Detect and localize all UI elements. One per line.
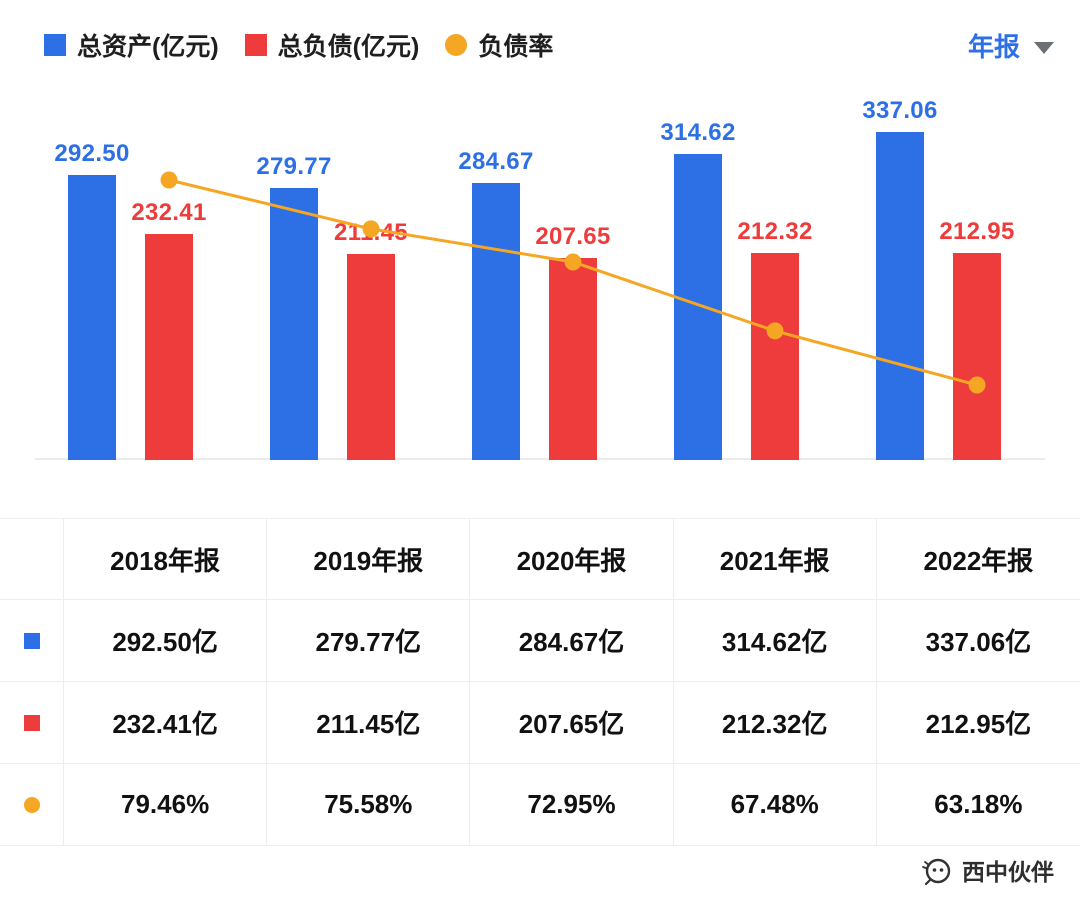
table-cell: 63.18% — [876, 764, 1080, 846]
assets-bar-value: 279.77 — [256, 153, 332, 180]
legend-total-liabilities-label: 总负债(亿元) — [277, 33, 420, 61]
legend-total-assets[interactable]: 总资产(亿元) — [44, 27, 219, 63]
legend-debt-ratio-label: 负债率 — [478, 33, 554, 61]
table-cell: 212.95亿 — [876, 682, 1080, 764]
period-selector-label: 年报 — [967, 32, 1020, 62]
table-header-cell: 2019年报 — [267, 518, 471, 600]
data-table: 2018年报 2019年报 2020年报 2021年报 2022年报 292.50亿 279… — [0, 518, 1080, 846]
table-cell: 72.95% — [470, 764, 674, 846]
orange-circle-icon — [23, 796, 40, 813]
table-header-cell: 2018年报 — [64, 518, 268, 600]
table-cell: 284.67亿 — [470, 600, 674, 682]
assets-bar-value: 337.06 — [862, 97, 938, 124]
table-cell: 314.62亿 — [673, 600, 877, 682]
assets-bar[interactable] — [674, 154, 722, 460]
assets-bar-value: 292.50 — [54, 140, 130, 167]
legend-total-assets-label: 总资产(亿元) — [77, 33, 219, 61]
period-selector[interactable]: 年报 — [968, 27, 1054, 64]
table-cell: 211.45亿 — [267, 682, 471, 764]
table-row-icon-cell — [0, 764, 64, 846]
table-cell: 292.50亿 — [64, 600, 268, 682]
watermark-logo — [922, 858, 951, 886]
table-corner-cell — [0, 518, 64, 600]
legend-total-liabilities[interactable]: 总负债(亿元) — [244, 27, 420, 63]
assets-bar-value: 284.67 — [458, 148, 534, 175]
red-square-icon — [23, 714, 40, 731]
assets-bar[interactable] — [876, 132, 924, 460]
x-axis-line — [35, 458, 1045, 460]
liabilities-bar[interactable] — [145, 234, 193, 460]
liabilities-bar[interactable] — [751, 253, 799, 460]
blue-square-icon — [23, 632, 40, 649]
debt-ratio-point[interactable] — [160, 171, 178, 189]
liabilities-bar-value: 211.45 — [334, 219, 408, 246]
liabilities-bar[interactable] — [953, 253, 1001, 460]
table-row-icon-cell — [0, 682, 64, 764]
assets-liabilities-chart: 292.50 279.77 284.67 314.62 337.06 232.41 211.… — [35, 97, 1045, 460]
watermark: 西中伙伴 — [920, 853, 1054, 887]
table-cell: 207.65亿 — [470, 682, 674, 764]
table-cell: 75.58% — [267, 764, 471, 846]
liabilities-bar[interactable] — [549, 258, 597, 460]
table-row-icon-cell — [0, 600, 64, 682]
caret-down-icon — [1034, 41, 1054, 54]
legend-debt-ratio[interactable]: 负债率 — [445, 27, 553, 63]
table-cell: 337.06亿 — [876, 600, 1080, 682]
table-header-cell: 2020年报 — [470, 518, 674, 600]
red-square-icon — [244, 34, 267, 56]
table-header-cell: 2021年报 — [673, 518, 877, 600]
orange-circle-icon — [445, 34, 468, 56]
assets-bar[interactable] — [68, 175, 116, 460]
liabilities-bar-value: 207.65 — [535, 223, 611, 250]
watermark-text: 西中伙伴 — [962, 859, 1054, 885]
liabilities-bar-value: 212.32 — [737, 218, 813, 245]
table-cell: 79.46% — [64, 764, 268, 846]
liabilities-bar-value: 212.95 — [939, 218, 1015, 245]
table-cell: 212.32亿 — [673, 682, 877, 764]
assets-bar-value: 314.62 — [660, 119, 736, 146]
chart-legend: 总资产(亿元) 总负债(亿元) 负债率 — [44, 27, 579, 63]
table-cell: 67.48% — [673, 764, 877, 846]
liabilities-bar-value: 232.41 — [131, 199, 207, 226]
liabilities-bar[interactable] — [347, 254, 395, 460]
table-cell: 279.77亿 — [267, 600, 471, 682]
table-header-cell: 2022年报 — [876, 518, 1080, 600]
blue-square-icon — [44, 34, 66, 56]
table-cell: 232.41亿 — [64, 682, 268, 764]
